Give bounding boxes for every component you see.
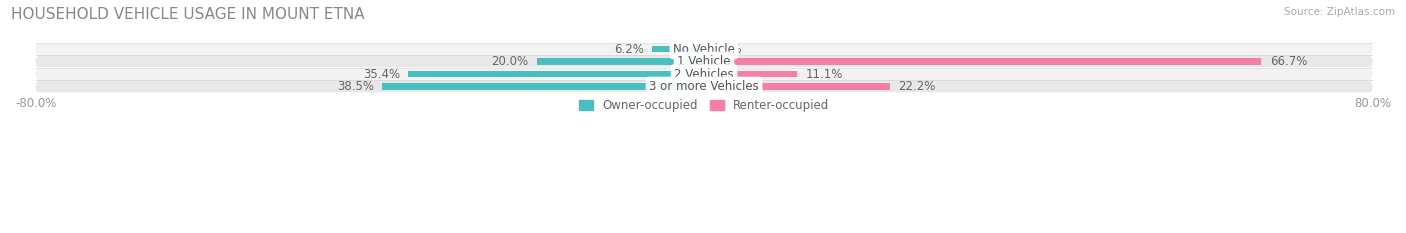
FancyBboxPatch shape [35, 56, 1372, 67]
Bar [652, 46, 704, 52]
Bar [704, 71, 797, 77]
Text: 66.7%: 66.7% [1270, 55, 1308, 68]
Text: 3 or more Vehicles: 3 or more Vehicles [650, 80, 759, 93]
FancyBboxPatch shape [35, 44, 1372, 55]
Text: 22.2%: 22.2% [898, 80, 935, 93]
Bar [382, 83, 704, 90]
Text: 20.0%: 20.0% [492, 55, 529, 68]
Text: 35.4%: 35.4% [363, 68, 399, 81]
Text: 11.1%: 11.1% [806, 68, 842, 81]
Legend: Owner-occupied, Renter-occupied: Owner-occupied, Renter-occupied [574, 95, 834, 117]
Text: 2 Vehicles: 2 Vehicles [675, 68, 734, 81]
Bar [537, 58, 704, 65]
Bar [704, 58, 1261, 65]
Bar [704, 83, 890, 90]
FancyBboxPatch shape [35, 81, 1372, 92]
Text: No Vehicle: No Vehicle [673, 43, 735, 56]
Text: 0.0%: 0.0% [713, 43, 742, 56]
Text: HOUSEHOLD VEHICLE USAGE IN MOUNT ETNA: HOUSEHOLD VEHICLE USAGE IN MOUNT ETNA [11, 7, 366, 22]
Text: 6.2%: 6.2% [614, 43, 644, 56]
Text: 38.5%: 38.5% [337, 80, 374, 93]
FancyBboxPatch shape [35, 69, 1372, 80]
Text: 1 Vehicle: 1 Vehicle [678, 55, 731, 68]
Text: Source: ZipAtlas.com: Source: ZipAtlas.com [1284, 7, 1395, 17]
Bar [408, 71, 704, 77]
